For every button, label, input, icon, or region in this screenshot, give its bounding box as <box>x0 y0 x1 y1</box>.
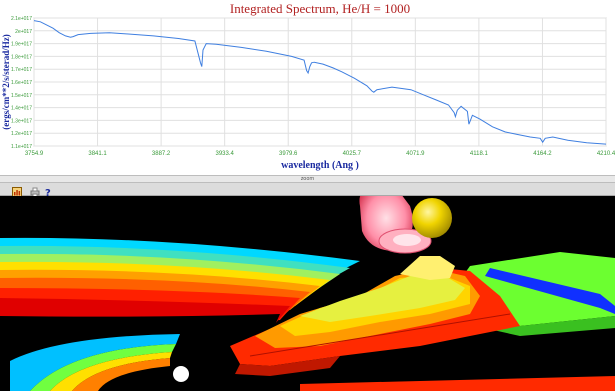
help-icon[interactable]: ? <box>43 184 53 199</box>
svg-text:?: ? <box>45 188 51 197</box>
accretion-disk <box>0 237 360 391</box>
x-tick-label: 4071.9 <box>406 151 425 157</box>
x-tick-label: 4025.7 <box>343 151 362 157</box>
3d-viewport[interactable] <box>0 196 615 391</box>
y-tick-label: 1.8e+017 <box>11 54 32 60</box>
x-tick-label: 4210.4 <box>597 151 615 157</box>
spectrum-chart: 3754.9 3841.1 3887.2 3933.4 3979.6 4025.7 4071… <box>1 1 615 171</box>
chart-icon[interactable] <box>12 184 22 197</box>
x-tick-label: 3979.6 <box>279 151 298 157</box>
chart-title: Integrated Spectrum, He/H = 1000 <box>230 1 410 16</box>
y-tick-label: 1.2e+017 <box>11 131 32 137</box>
x-axis-label: wavelength (Ang ) <box>281 160 359 171</box>
y-tick-label: 2e+017 <box>15 29 32 35</box>
y-tick-label: 2.1e+017 <box>11 16 32 22</box>
y-axis-label: (ergs/cm**2/s/sterad/Hz) <box>1 34 11 129</box>
white-dot <box>173 366 189 382</box>
x-tick-label: 4118.1 <box>470 151 489 157</box>
viewer-toolbar: ? <box>0 183 615 199</box>
y-tick-label: 1.6e+017 <box>11 80 32 86</box>
y-tick-label: 1.3e+017 <box>11 118 32 124</box>
y-tick-label: 1.9e+017 <box>11 42 32 48</box>
yellow-sphere <box>412 198 452 238</box>
series-line <box>33 20 607 145</box>
x-tick-label: 4164.2 <box>533 151 552 157</box>
x-tick-label: 3933.4 <box>215 151 234 157</box>
3d-scene <box>0 196 615 391</box>
lower-strip <box>300 376 615 391</box>
x-tick-label: 3754.9 <box>25 151 44 157</box>
x-tick-label: 3841.1 <box>88 151 107 157</box>
y-tick-label: 1.1e+017 <box>11 144 32 150</box>
torus-object <box>359 196 432 254</box>
zoom-splitter[interactable]: zoom <box>0 175 615 183</box>
print-icon[interactable] <box>30 184 40 197</box>
y-tick-label: 1.7e+017 <box>11 67 32 73</box>
y-tick-label: 1.5e+017 <box>11 93 32 99</box>
surface-mesh <box>230 256 520 376</box>
y-tick-label: 1.4e+017 <box>11 106 32 112</box>
spectrum-chart-panel: 3754.9 3841.1 3887.2 3933.4 3979.6 4025.7 4071… <box>0 0 615 176</box>
splitter-label: zoom <box>300 176 315 182</box>
x-tick-label: 3887.2 <box>152 151 171 157</box>
